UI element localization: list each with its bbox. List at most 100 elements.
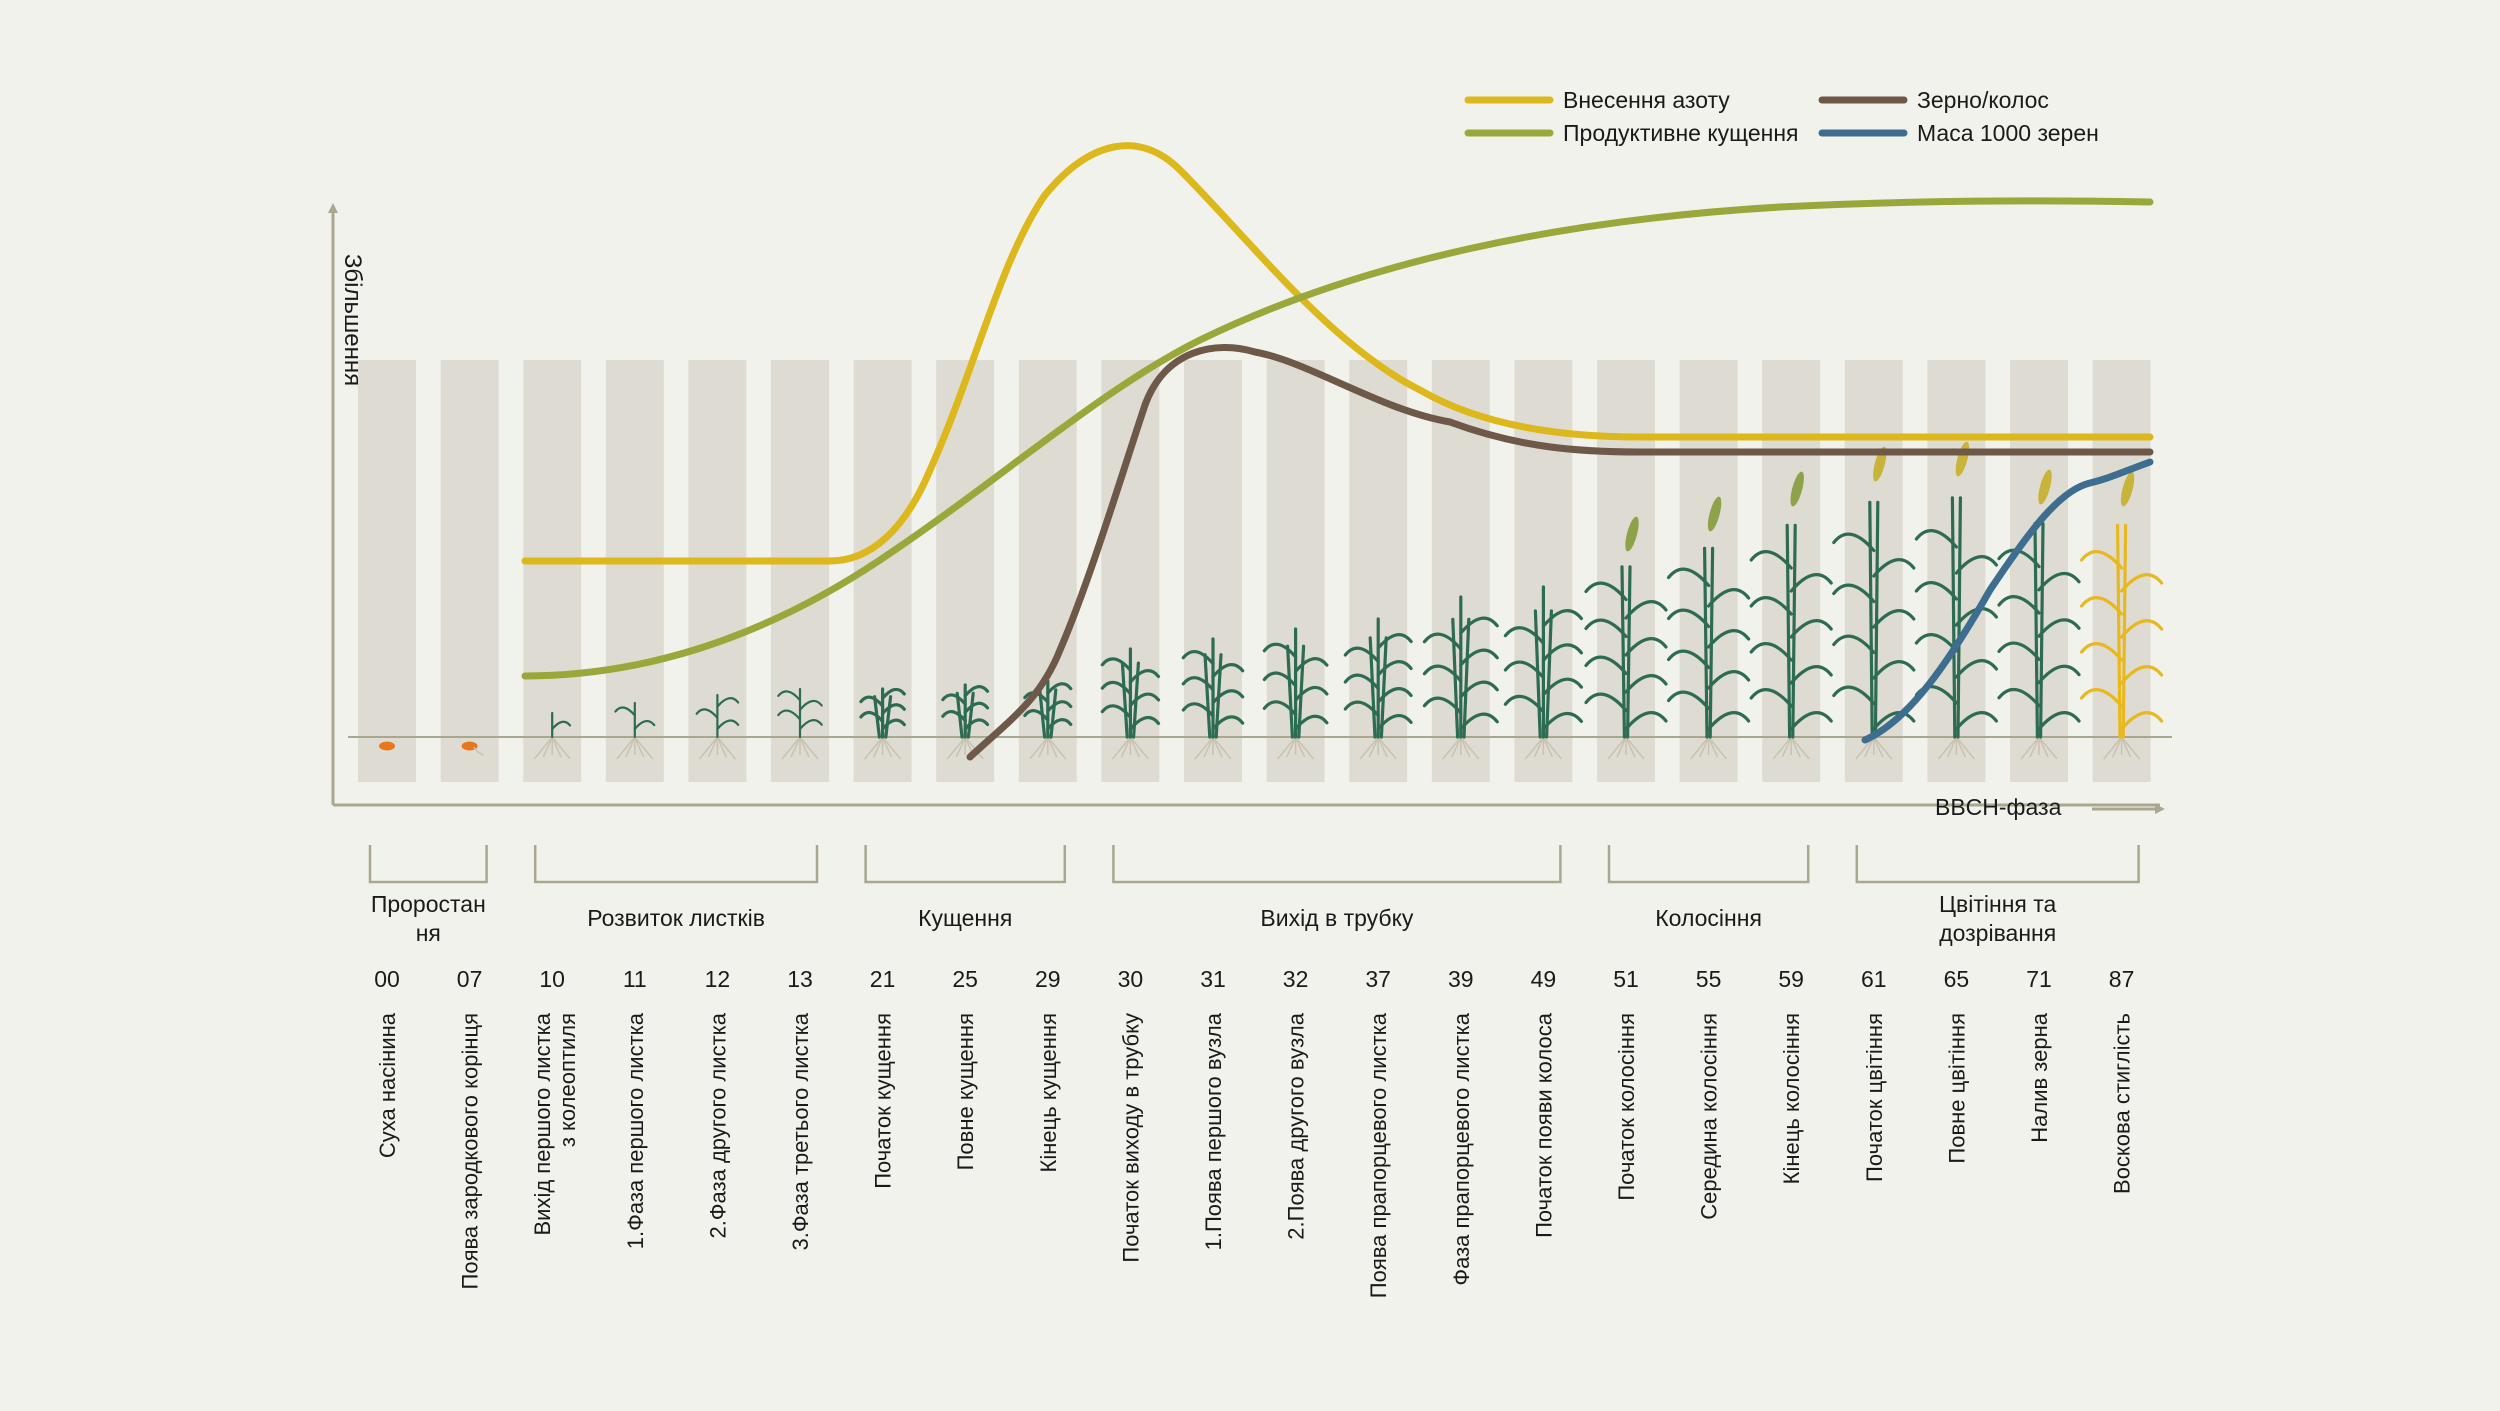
plant-55 — [1667, 496, 1751, 760]
stage-name: Кінець колосіння — [1779, 1013, 1804, 1184]
ear-icon — [2120, 471, 2135, 507]
phase-group: Вихід в трубку — [1112, 845, 1562, 931]
stage-name: Поява зародкового корінця — [458, 1013, 483, 1289]
group-bracket — [1855, 845, 2140, 884]
stage-column — [2092, 360, 2151, 782]
plant-37 — [1343, 617, 1413, 760]
stage-name: Налив зерна — [2027, 1012, 2052, 1143]
curve-productive-tillering — [521, 197, 2154, 680]
stage-code: 10 — [539, 966, 565, 992]
stage-labels: 00 Суха насінина 07 Поява зародкового корін… — [374, 966, 2134, 1298]
plant-39 — [1422, 595, 1499, 760]
legend-item: Внесення азоту — [1464, 87, 1730, 113]
legend-item: Продуктивне кущення — [1464, 120, 1798, 146]
plant-51 — [1584, 516, 1668, 760]
stage-column — [1597, 360, 1655, 782]
stage-name: 1.Фаза першого листка — [623, 1012, 648, 1249]
group-label: Кущення — [918, 905, 1012, 931]
phase-group: Цвітіння та дозрівання — [1855, 845, 2140, 946]
stage-name: Повне цвітіння — [1944, 1013, 1969, 1164]
stage-column — [2010, 360, 2068, 782]
stage-code: 71 — [2026, 966, 2052, 992]
stage-name: Початок кущення — [871, 1013, 896, 1189]
stage-columns — [358, 360, 2151, 782]
stage-name: 3.Фаза третього листка — [788, 1012, 813, 1250]
stage-code: 55 — [1696, 966, 1722, 992]
stage-code: 31 — [1200, 966, 1226, 992]
stage-column — [523, 360, 582, 782]
stage-name: Середина колосіння — [1697, 1013, 1722, 1220]
stage-code: 59 — [1778, 966, 1804, 992]
stage-code: 61 — [1861, 966, 1887, 992]
plant-13 — [777, 687, 823, 760]
plant-87 — [2080, 471, 2164, 760]
plant-07 — [461, 741, 484, 756]
stage-name: Воскова стиглість — [2110, 1013, 2135, 1194]
plant-29 — [1023, 679, 1073, 760]
stage-code: 29 — [1035, 966, 1061, 992]
plant-71 — [1997, 469, 2081, 760]
x-axis-label: BBCH-фаза — [1935, 794, 2062, 820]
legend-label: Продуктивне кущення — [1563, 120, 1798, 146]
ear-icon — [2038, 469, 2052, 505]
stage-name: Поява прапорцевого листка — [1366, 1012, 1391, 1298]
stage-column — [1844, 360, 1903, 782]
legend-item: Маса 1000 зерен — [1818, 120, 2099, 146]
curve-nitrogen — [521, 142, 2154, 565]
plant-32 — [1262, 627, 1329, 760]
group-label: Проростан ня — [371, 891, 486, 946]
stage-name: Кінець кущення — [1036, 1013, 1061, 1172]
seed-icon — [379, 741, 395, 751]
stage-code: 37 — [1365, 966, 1391, 992]
group-bracket — [1607, 845, 1810, 884]
stage-name: Початок появи колоса — [1531, 1012, 1556, 1238]
plant-12 — [695, 693, 740, 760]
stage-name: Фаза прапорцевого листка — [1449, 1012, 1474, 1285]
ear-icon — [1625, 516, 1639, 552]
plant-59 — [1749, 471, 1833, 760]
group-bracket — [864, 845, 1067, 884]
plant-10 — [533, 711, 572, 760]
group-bracket — [368, 845, 488, 884]
phase-group: Кущення — [864, 845, 1067, 931]
plant-25 — [941, 683, 990, 760]
phase-group: Проростан ня — [368, 845, 488, 946]
phase-groups: Проростан ня Розвиток листків Кущення Вихід … — [368, 845, 2140, 946]
stage-name: Суха насінина — [375, 1012, 400, 1158]
group-label: Цвітіння та дозрівання — [1939, 891, 2057, 946]
phase-group: Колосіння — [1607, 845, 1810, 931]
plant-49 — [1503, 585, 1583, 760]
stage-code: 13 — [787, 966, 813, 992]
ear-icon — [1790, 471, 1804, 507]
legend-label: Зерно/колос — [1917, 87, 2049, 113]
stage-name: 2.Поява другого вузла — [1284, 1012, 1309, 1239]
group-label: Розвиток листків — [587, 905, 765, 931]
legend-item: Зерно/колос — [1818, 87, 2049, 113]
stage-code: 65 — [1944, 966, 1970, 992]
stage-code: 51 — [1613, 966, 1639, 992]
group-label: Вихід в трубку — [1260, 905, 1414, 931]
y-axis-label: Збільшення — [339, 254, 366, 386]
ear-icon — [1707, 496, 1722, 532]
plant-00 — [379, 741, 395, 751]
stage-column — [440, 360, 499, 782]
stage-name: Початок колосіння — [1614, 1013, 1639, 1201]
phase-group: Розвиток листків — [533, 845, 819, 931]
stage-code: 30 — [1118, 966, 1144, 992]
stage-code: 11 — [623, 966, 647, 992]
stage-code: 39 — [1448, 966, 1474, 992]
stage-name: Вихід першого листказ колеоптиля — [530, 1012, 580, 1235]
stage-code: 21 — [870, 966, 896, 992]
stage-name: Повне кущення — [953, 1013, 978, 1170]
plant-illustrations — [379, 441, 2164, 760]
stage-code: 12 — [705, 966, 731, 992]
stage-code: 25 — [952, 966, 978, 992]
curve-thousand-grain-weight — [1861, 458, 2154, 744]
plant-21 — [859, 687, 906, 760]
curve-grain-per-ear — [966, 343, 2154, 761]
stage-column — [1762, 360, 1821, 782]
stage-name: Початок цвітіння — [1862, 1013, 1887, 1182]
group-bracket — [1112, 845, 1562, 884]
stage-code: 07 — [457, 966, 483, 992]
group-bracket — [533, 845, 819, 884]
